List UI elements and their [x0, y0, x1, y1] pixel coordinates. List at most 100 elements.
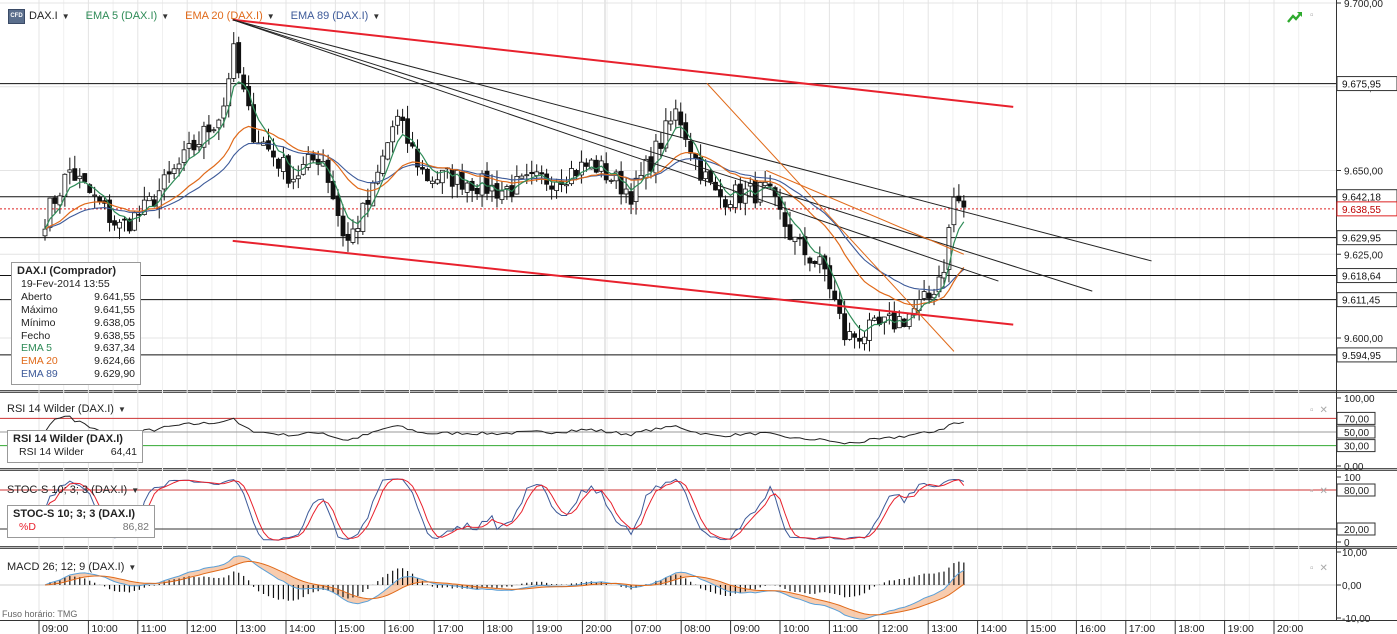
price-label-box: [1336, 268, 1397, 284]
candle-body: [896, 316, 902, 329]
stoch-box-title: STOC-S 10; 3; 3 (DAX.I): [13, 508, 136, 520]
info-row: Aberto 9.641,55: [21, 291, 135, 304]
candle-body: [400, 116, 406, 121]
candle-body: [951, 196, 957, 226]
candle-body: [290, 178, 296, 183]
price-label: 9.594,95: [1342, 351, 1381, 362]
trend-line: [232, 19, 1093, 292]
candle-body: [703, 171, 708, 180]
rsi-title[interactable]: RSI 14 Wilder (DAX.I) ▼: [7, 403, 126, 415]
macd-title[interactable]: MACD 26; 12; 9 (DAX.I) ▼: [7, 561, 136, 573]
restore-icon[interactable]: ▫: [1310, 10, 1314, 21]
price-label: 9.638,55: [1342, 205, 1381, 216]
chevron-down-icon: ▼: [266, 11, 275, 21]
close-icon[interactable]: ✕: [1319, 405, 1328, 416]
candle-body: [762, 181, 768, 186]
candle-body: [231, 43, 237, 79]
candle-body: [539, 172, 545, 175]
cfd-icon: CFD: [8, 8, 25, 24]
candle-body: [92, 194, 98, 197]
candle-body: [181, 149, 187, 163]
candle-body: [171, 168, 177, 174]
candle-body: [941, 271, 947, 279]
y-tick-label: 20,00: [1344, 525, 1369, 536]
trend-line: [232, 239, 1014, 326]
candle-body: [688, 140, 694, 154]
stoch-level-box: [1336, 522, 1376, 536]
stoch-info-box: STOC-S 10; 3; 3 (DAX.I) %D 86,82: [7, 505, 155, 538]
candle-body: [87, 184, 93, 193]
chevron-down-icon: ▼: [61, 11, 70, 21]
candle-body: [82, 173, 88, 183]
x-tick-label: 11:00: [141, 623, 167, 634]
stoch-title[interactable]: STOC-S 10; 3; 3 (DAX.I) ▼: [7, 484, 139, 496]
candle-body: [107, 199, 112, 223]
ema89-line: [44, 142, 965, 291]
x-tick-label: 07:00: [635, 623, 661, 634]
candle-body: [216, 119, 222, 129]
candle-body: [365, 199, 371, 205]
x-tick-label: 14:00: [289, 623, 315, 634]
restore-icon[interactable]: ▫: [1310, 486, 1314, 497]
candle-body: [390, 126, 396, 143]
candle-body: [52, 197, 58, 204]
candle-body: [241, 74, 247, 90]
candle-body: [211, 129, 217, 132]
x-tick-label: 11:00: [832, 623, 858, 634]
trend-line: [232, 18, 1014, 108]
candle-body: [782, 212, 788, 227]
info-row-value: 9.624,66: [94, 355, 135, 368]
y-tick-label: 0,00: [1344, 462, 1364, 473]
chevron-down-icon: ▼: [372, 11, 381, 21]
ema20-selector[interactable]: EMA 20 (DAX.I) ▼: [185, 10, 275, 22]
info-row-value: 9.641,55: [94, 303, 135, 316]
x-tick-label: 13:00: [240, 623, 266, 634]
x-tick-label: 19:00: [536, 623, 562, 634]
candle-body: [519, 175, 525, 179]
x-tick-label: 16:00: [388, 623, 414, 634]
info-title: DAX.I (Comprador): [17, 265, 116, 277]
price-label: 9.642,18: [1342, 193, 1381, 204]
candle-body: [827, 265, 833, 290]
ema5-selector[interactable]: EMA 5 (DAX.I) ▼: [86, 10, 169, 22]
close-icon[interactable]: ✕: [1319, 486, 1328, 497]
x-tick-label: 09:00: [42, 623, 68, 634]
restore-icon[interactable]: ▫: [1310, 563, 1314, 574]
candle-body: [593, 159, 599, 173]
trend-line: [766, 170, 965, 255]
stoch-title-label: STOC-S 10; 3; 3 (DAX.I): [7, 484, 128, 496]
chart-toolbar: CFD DAX.I ▼ EMA 5 (DAX.I) ▼ EMA 20 (DAX.…: [0, 6, 380, 26]
candle-body: [72, 168, 78, 181]
x-tick-label: 16:00: [1079, 623, 1105, 634]
candle-body: [618, 171, 624, 195]
close-icon[interactable]: ✕: [1319, 563, 1328, 574]
y-tick-label: 0,00: [1342, 581, 1362, 592]
ema89-selector[interactable]: EMA 89 (DAX.I) ▼: [291, 10, 381, 22]
y-tick-label: 0: [1344, 538, 1350, 549]
y-tick-label: 100: [1344, 473, 1361, 484]
candle-body: [146, 196, 152, 202]
info-row-value: 9.638,55: [94, 329, 135, 342]
price-label: 9.611,45: [1342, 296, 1381, 307]
x-tick-label: 18:00: [1178, 623, 1204, 634]
candle-body: [112, 220, 117, 226]
symbol-selector[interactable]: CFD DAX.I ▼: [0, 8, 70, 24]
info-row-label: EMA 89: [21, 368, 58, 381]
candle-body: [529, 171, 535, 175]
restore-icon[interactable]: ▫: [1310, 405, 1314, 416]
candles-group: [42, 32, 967, 352]
chevron-down-icon: ▼: [128, 562, 137, 572]
trend-up-icon[interactable]: [1287, 10, 1303, 24]
x-tick-label: 20:00: [1277, 623, 1303, 634]
candle-body: [628, 191, 634, 205]
info-datetime: 19-Fev-2014 13:55: [21, 277, 110, 290]
info-row: Mínimo 9.638,05: [21, 317, 135, 330]
candle-body: [161, 174, 167, 190]
candle-body: [767, 183, 773, 187]
candle-body: [554, 181, 559, 191]
symbol-label: DAX.I: [29, 10, 58, 22]
candle-body: [449, 169, 455, 187]
